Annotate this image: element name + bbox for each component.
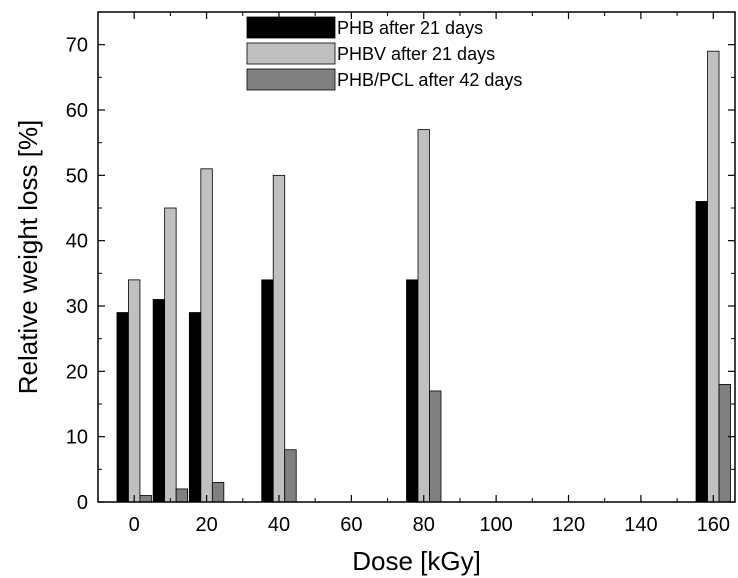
- legend-label-0: PHB after 21 days: [337, 18, 483, 38]
- bar-2-5: [718, 383, 731, 503]
- bar-0-3: [261, 279, 274, 503]
- x-tick-label: 40: [268, 514, 290, 536]
- bar-1-0: [128, 279, 141, 503]
- legend: PHB after 21 days PHBV after 21 days PHB/P…: [246, 16, 522, 91]
- legend-label-2: PHB/PCL after 42 days: [337, 70, 522, 90]
- bar-0-4: [406, 279, 419, 503]
- x-tick-label: 140: [624, 514, 657, 536]
- x-tick-label: 100: [479, 514, 512, 536]
- bar-2-4: [429, 390, 442, 503]
- legend-swatch-2: [246, 68, 336, 91]
- y-tick-label: 40: [66, 231, 88, 253]
- bar-1-5: [707, 50, 720, 503]
- y-tick-label: 50: [66, 165, 88, 187]
- y-tick-label: 60: [66, 100, 88, 122]
- bar-0-0: [116, 312, 129, 503]
- y-tick-label: 70: [66, 35, 88, 57]
- y-tick-label: 30: [66, 296, 88, 318]
- bar-2-3: [284, 449, 297, 503]
- y-tick-label: 20: [66, 361, 88, 383]
- x-tick-label: 0: [129, 514, 140, 536]
- bar-0-5: [695, 201, 708, 503]
- plot-frame: [97, 11, 736, 503]
- bar-1-3: [272, 174, 286, 503]
- bar-2-2: [211, 481, 225, 503]
- y-axis-title: Relative weight loss [%]: [13, 120, 43, 395]
- y-tick-label: 0: [77, 492, 88, 514]
- y-tick-label: 10: [66, 427, 88, 449]
- x-axis-title: Dose [kGy]: [352, 546, 481, 576]
- bar-1-1: [164, 207, 177, 503]
- x-tick-label: 20: [195, 514, 217, 536]
- x-tick-label: 80: [413, 514, 435, 536]
- legend-swatch-0: [246, 16, 336, 39]
- legend-label-1: PHBV after 21 days: [337, 44, 495, 64]
- x-tick-label: 60: [340, 514, 362, 536]
- bar-0-1: [152, 299, 166, 503]
- bar-1-2: [200, 168, 213, 503]
- bars-group: [116, 50, 731, 503]
- x-tick-label: 160: [697, 514, 730, 536]
- ticks-group: [98, 12, 735, 503]
- x-tick-label: 120: [552, 514, 585, 536]
- bar-1-4: [417, 129, 430, 503]
- bar-2-1: [175, 488, 189, 503]
- legend-swatch-1: [246, 42, 336, 65]
- bar-2-0: [139, 495, 152, 503]
- bar-0-2: [188, 312, 202, 503]
- tick-labels-group: 0 20 40 60 80 100 120 140 160 0 10 20 30 40 50 60 70: [66, 35, 730, 536]
